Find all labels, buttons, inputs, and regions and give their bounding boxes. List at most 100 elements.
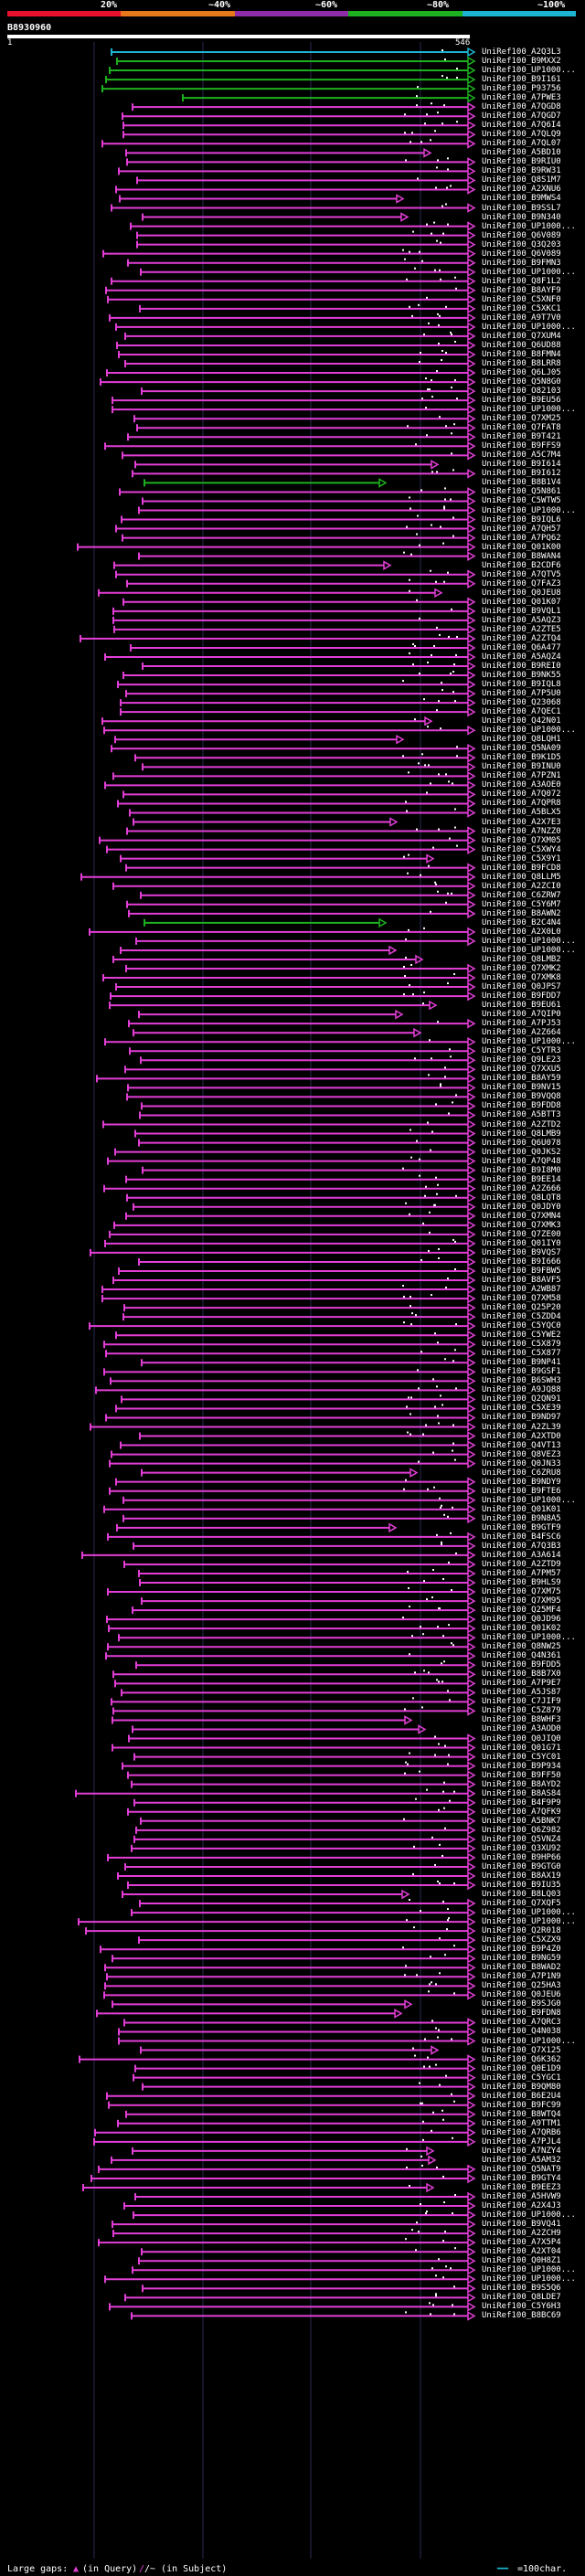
- hit-label[interactable]: UniRef100_A7P1N9: [482, 1972, 561, 1982]
- hit-label[interactable]: UniRef100_B9FCD8: [482, 863, 561, 873]
- hit-label[interactable]: UniRef100_B9P934: [482, 1761, 561, 1771]
- hit-label[interactable]: UniRef100_A7PWE3: [482, 93, 561, 103]
- hit-label[interactable]: UniRef100_Q8LQT8: [482, 1193, 561, 1203]
- hit-label[interactable]: UniRef100_UP1000...: [482, 405, 576, 415]
- hit-label[interactable]: UniRef100_A7QEC1: [482, 707, 561, 717]
- hit-label[interactable]: UniRef100_B8WHF3: [482, 1715, 561, 1725]
- hit-label[interactable]: UniRef100_Q4VT13: [482, 1440, 561, 1450]
- hit-label[interactable]: UniRef100_A7QTV5: [482, 569, 561, 579]
- hit-label[interactable]: UniRef100_Q6V089: [482, 249, 561, 259]
- hit-label[interactable]: UniRef100_A7QGD8: [482, 102, 561, 112]
- hit-label[interactable]: UniRef100_B9EEZ3: [482, 2182, 561, 2192]
- hit-label[interactable]: UniRef100_A7Q3B3: [482, 1541, 561, 1551]
- hit-label[interactable]: UniRef100_B9N340: [482, 212, 561, 222]
- hit-label[interactable]: UniRef100_Q7FAT8: [482, 423, 561, 433]
- hit-label[interactable]: UniRef100_A7QRC3: [482, 2018, 561, 2028]
- hit-label[interactable]: UniRef100_A2XT04: [482, 2247, 561, 2257]
- hit-label[interactable]: UniRef100_B9S5Q6: [482, 2284, 561, 2294]
- hit-label[interactable]: UniRef100_Q7XMN4: [482, 1211, 561, 1221]
- hit-label[interactable]: UniRef100_A7PJL4: [482, 2136, 561, 2147]
- hit-label[interactable]: UniRef100_B9NG59: [482, 1954, 561, 1964]
- hit-label[interactable]: UniRef100_A2X7E3: [482, 817, 561, 827]
- hit-label[interactable]: UniRef100_UP1000...: [482, 505, 576, 515]
- hit-label[interactable]: UniRef100_A7QRB6: [482, 2127, 561, 2137]
- hit-label[interactable]: UniRef100_B8B1V4: [482, 478, 561, 488]
- hit-label[interactable]: UniRef100_Q01K00: [482, 542, 561, 552]
- hit-label[interactable]: UniRef100_Q8LLM5: [482, 872, 561, 882]
- hit-label[interactable]: UniRef100_A2WB87: [482, 1285, 561, 1295]
- hit-label[interactable]: UniRef100_Q7XMK2: [482, 964, 561, 973]
- hit-label[interactable]: UniRef100_C5YGC1: [482, 2072, 561, 2083]
- hit-label[interactable]: UniRef100_Q0JEU6: [482, 1990, 561, 2000]
- hit-label[interactable]: UniRef100_Q9LE23: [482, 1055, 561, 1065]
- hit-label[interactable]: UniRef100_UP1000...: [482, 66, 576, 76]
- hit-label[interactable]: UniRef100_Q8LDE7: [482, 2293, 561, 2303]
- hit-label[interactable]: UniRef100_C5X9Y1: [482, 853, 561, 864]
- hit-label[interactable]: UniRef100_O82103: [482, 387, 561, 397]
- hit-label[interactable]: UniRef100_C5YQC0: [482, 1321, 561, 1331]
- hit-label[interactable]: UniRef100_A7Q072: [482, 790, 561, 800]
- hit-label[interactable]: UniRef100_Q4N361: [482, 1651, 561, 1661]
- hit-label[interactable]: UniRef100_B9SSL7: [482, 203, 561, 213]
- hit-label[interactable]: UniRef100_Q7FAZ3: [482, 578, 561, 588]
- hit-label[interactable]: UniRef100_B9I612: [482, 469, 561, 479]
- hit-label[interactable]: UniRef100_UP1000...: [482, 945, 576, 955]
- hit-label[interactable]: UniRef100_Q0JN33: [482, 1458, 561, 1468]
- hit-label[interactable]: UniRef100_A7PQ62: [482, 533, 561, 543]
- hit-label[interactable]: UniRef100_C6ZRU8: [482, 1468, 561, 1478]
- hit-label[interactable]: UniRef100_B8BC69: [482, 2311, 561, 2321]
- hit-label[interactable]: UniRef100_Q25MF4: [482, 1606, 561, 1616]
- hit-label[interactable]: UniRef100_Q7XXU5: [482, 1065, 561, 1075]
- hit-label[interactable]: UniRef100_UP1000...: [482, 1633, 576, 1643]
- hit-label[interactable]: UniRef100_B9T421: [482, 432, 561, 442]
- hit-label[interactable]: UniRef100_C5Y6M7: [482, 899, 561, 909]
- hit-label[interactable]: UniRef100_Q2QN91: [482, 1394, 561, 1405]
- hit-label[interactable]: UniRef100_Q0JDY0: [482, 1202, 561, 1212]
- hit-label[interactable]: UniRef100_Q23068: [482, 698, 561, 708]
- hit-label[interactable]: UniRef100_B8LRR8: [482, 359, 561, 369]
- hit-label[interactable]: UniRef100_B8AWN2: [482, 908, 561, 918]
- hit-label[interactable]: UniRef100_Q0JPS7: [482, 982, 561, 992]
- hit-label[interactable]: UniRef100_C5X877: [482, 1349, 561, 1359]
- hit-label[interactable]: UniRef100_A5AQZ4: [482, 652, 561, 662]
- hit-label[interactable]: UniRef100_Q7XM58: [482, 1294, 561, 1304]
- hit-label[interactable]: UniRef100_B8WAD2: [482, 1963, 561, 1973]
- hit-label[interactable]: UniRef100_A2ZL39: [482, 1422, 561, 1432]
- hit-label[interactable]: UniRef100_A7QFK9: [482, 1807, 561, 1817]
- hit-label[interactable]: UniRef100_A2XTD0: [482, 1431, 561, 1441]
- hit-label[interactable]: UniRef100_Q5NA09: [482, 744, 561, 754]
- hit-label[interactable]: UniRef100_UP1000...: [482, 2036, 576, 2046]
- hit-label[interactable]: UniRef100_A7NZY4: [482, 2146, 561, 2156]
- hit-label[interactable]: UniRef100_A5AQZ3: [482, 615, 561, 625]
- hit-label[interactable]: UniRef100_B9IU35: [482, 1881, 561, 1890]
- hit-label[interactable]: UniRef100_A7P9E7: [482, 1679, 561, 1689]
- hit-label[interactable]: UniRef100_Q6A477: [482, 642, 561, 652]
- hit-label[interactable]: UniRef100_C5XE39: [482, 1404, 561, 1414]
- hit-label[interactable]: UniRef100_Q5N861: [482, 487, 561, 497]
- hit-label[interactable]: UniRef100_Q01K02: [482, 1624, 561, 1634]
- hit-label[interactable]: UniRef100_B8AX19: [482, 1871, 561, 1881]
- hit-label[interactable]: UniRef100_B2CDF6: [482, 560, 561, 570]
- hit-label[interactable]: UniRef100_Q6U078: [482, 1138, 561, 1148]
- hit-label[interactable]: UniRef100_A2ZTD2: [482, 1119, 561, 1129]
- hit-label[interactable]: UniRef100_Q01G71: [482, 1743, 561, 1753]
- hit-label[interactable]: UniRef100_UP1000...: [482, 2265, 576, 2275]
- hit-label[interactable]: UniRef100_Q8VEZ3: [482, 1449, 561, 1459]
- hit-label[interactable]: UniRef100_B9EU61: [482, 1001, 561, 1011]
- hit-label[interactable]: UniRef100_C5ZDD4: [482, 1312, 561, 1322]
- hit-label[interactable]: UniRef100_Q01K07: [482, 597, 561, 607]
- hit-label[interactable]: UniRef100_UP1000...: [482, 726, 576, 736]
- hit-label[interactable]: UniRef100_UP1000...: [482, 1037, 576, 1047]
- hit-label[interactable]: UniRef100_UP1000...: [482, 322, 576, 332]
- hit-label[interactable]: UniRef100_A7PM57: [482, 1568, 561, 1578]
- hit-label[interactable]: UniRef100_B9FFS9: [482, 441, 561, 451]
- hit-label[interactable]: UniRef100_B9I666: [482, 1256, 561, 1267]
- hit-label[interactable]: UniRef100_B8AYF9: [482, 285, 561, 295]
- hit-label[interactable]: UniRef100_Q7XMK3: [482, 1220, 561, 1230]
- hit-label[interactable]: UniRef100_B9NK55: [482, 671, 561, 681]
- hit-label[interactable]: UniRef100_UP1000...: [482, 1908, 576, 1918]
- hit-label[interactable]: UniRef100_Q7XM25: [482, 414, 561, 424]
- hit-label[interactable]: UniRef100_Q7X125: [482, 2045, 561, 2055]
- hit-label[interactable]: UniRef100_B8FMN4: [482, 349, 561, 359]
- hit-label[interactable]: UniRef100_Q8LMB2: [482, 954, 561, 964]
